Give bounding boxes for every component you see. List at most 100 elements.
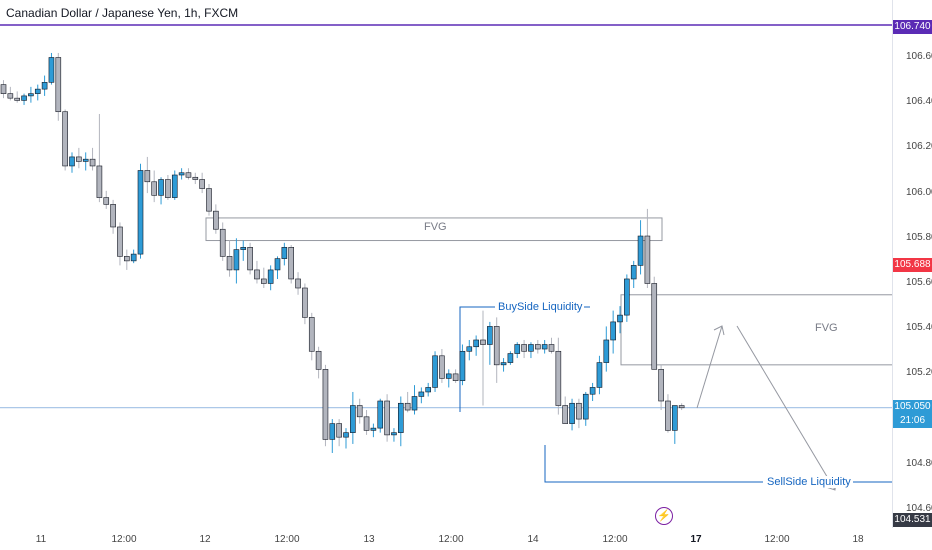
candle-body xyxy=(199,179,205,189)
current-price: 105.050 xyxy=(894,401,931,412)
candle-body xyxy=(459,350,466,381)
candle-body xyxy=(151,181,157,196)
candle-body xyxy=(21,95,27,101)
red-price-badge: 105.688 xyxy=(893,258,932,272)
candle-body xyxy=(617,314,623,323)
candle-body xyxy=(521,344,527,352)
candle-body xyxy=(432,355,438,388)
candle-body xyxy=(466,346,473,352)
candle-body xyxy=(411,396,418,411)
candle-body xyxy=(480,339,486,345)
candle-body xyxy=(76,156,82,162)
price-label: 104.600 xyxy=(906,503,932,514)
candle-body xyxy=(240,247,247,250)
candle-body xyxy=(329,423,336,440)
candle-body xyxy=(41,82,48,90)
candle-body xyxy=(548,344,555,352)
time-label: 12:00 xyxy=(274,534,300,545)
candle-body xyxy=(137,170,144,255)
candle-body xyxy=(445,373,452,379)
price-label: 106.000 xyxy=(906,187,932,198)
candle-body xyxy=(185,172,192,178)
candle-body xyxy=(377,400,384,429)
candle-body xyxy=(28,93,34,97)
candle-body xyxy=(589,387,596,395)
time-label: 17 xyxy=(690,534,702,545)
lightning-icon[interactable]: ⚡ xyxy=(655,507,673,525)
candle-body xyxy=(247,247,253,271)
candle-body xyxy=(425,387,432,393)
candle-body xyxy=(14,97,20,101)
candle-body xyxy=(624,278,630,316)
candle-body xyxy=(576,402,582,420)
candle-body xyxy=(665,400,671,431)
candle-body xyxy=(528,344,534,352)
candle-body xyxy=(158,179,164,196)
candle-body xyxy=(206,188,212,212)
candle-body xyxy=(541,344,548,350)
candle-body xyxy=(267,269,274,284)
price-label: 106.200 xyxy=(906,141,932,152)
candle-body xyxy=(343,432,349,438)
candle-body xyxy=(254,269,260,280)
candle-body xyxy=(384,400,390,436)
current-price-badge: 105.050 21:06 xyxy=(893,400,932,428)
candle-body xyxy=(233,249,240,271)
candle-body xyxy=(7,93,14,99)
candle-body xyxy=(404,402,411,411)
candle-body xyxy=(658,369,664,402)
fvg-label: FVG xyxy=(424,221,447,233)
chart-title: Canadian Dollar / Japanese Yen, 1h, FXCM xyxy=(6,6,239,20)
candle-body xyxy=(55,57,62,113)
time-label: 11 xyxy=(35,534,47,545)
candle-body xyxy=(507,353,514,363)
price-label: 105.400 xyxy=(906,322,932,333)
candle-body xyxy=(336,423,342,438)
candle-body xyxy=(500,362,507,366)
candle-body xyxy=(603,339,610,363)
candle-body xyxy=(171,174,178,198)
candle-body xyxy=(678,405,685,409)
candle-body xyxy=(219,228,226,257)
time-label: 13 xyxy=(363,534,375,545)
fvg-box xyxy=(205,217,663,242)
arrow-head xyxy=(713,325,725,336)
candle-body xyxy=(178,172,185,176)
candle-body xyxy=(103,197,110,205)
candle-body xyxy=(110,204,116,228)
candle-body xyxy=(569,402,575,424)
candle-body xyxy=(350,405,356,433)
candle-body xyxy=(69,156,75,167)
time-label: 12:00 xyxy=(111,534,137,545)
candle-body xyxy=(363,416,370,431)
projection-arrow xyxy=(696,325,723,409)
candle-body xyxy=(302,287,308,318)
fvg-label: FVG xyxy=(815,322,838,334)
sellside-liquidity-label: SellSide Liquidity xyxy=(765,476,853,488)
candle-body xyxy=(274,258,281,271)
candle-body xyxy=(534,344,541,350)
candle-body xyxy=(288,247,295,280)
candle-body xyxy=(315,350,322,370)
candle-body xyxy=(596,362,603,388)
candle-body xyxy=(226,256,233,271)
candle-body xyxy=(439,355,445,379)
candle-countdown: 21:06 xyxy=(899,415,926,426)
candle-body xyxy=(356,405,363,418)
time-label: 18 xyxy=(852,534,864,545)
projection-arrow xyxy=(736,325,836,491)
candle-body xyxy=(192,176,199,180)
candle-body xyxy=(582,393,589,420)
price-label: 106.600 xyxy=(906,51,932,62)
candle-body xyxy=(637,235,644,266)
candle-body xyxy=(671,405,678,431)
candle-body xyxy=(493,326,500,366)
candle-body xyxy=(487,326,493,345)
candle-body xyxy=(370,427,377,431)
price-label: 106.400 xyxy=(906,96,932,107)
candle-body xyxy=(562,405,569,424)
candle-body xyxy=(89,158,96,167)
candle-body xyxy=(630,265,637,280)
candle-body xyxy=(644,235,651,284)
